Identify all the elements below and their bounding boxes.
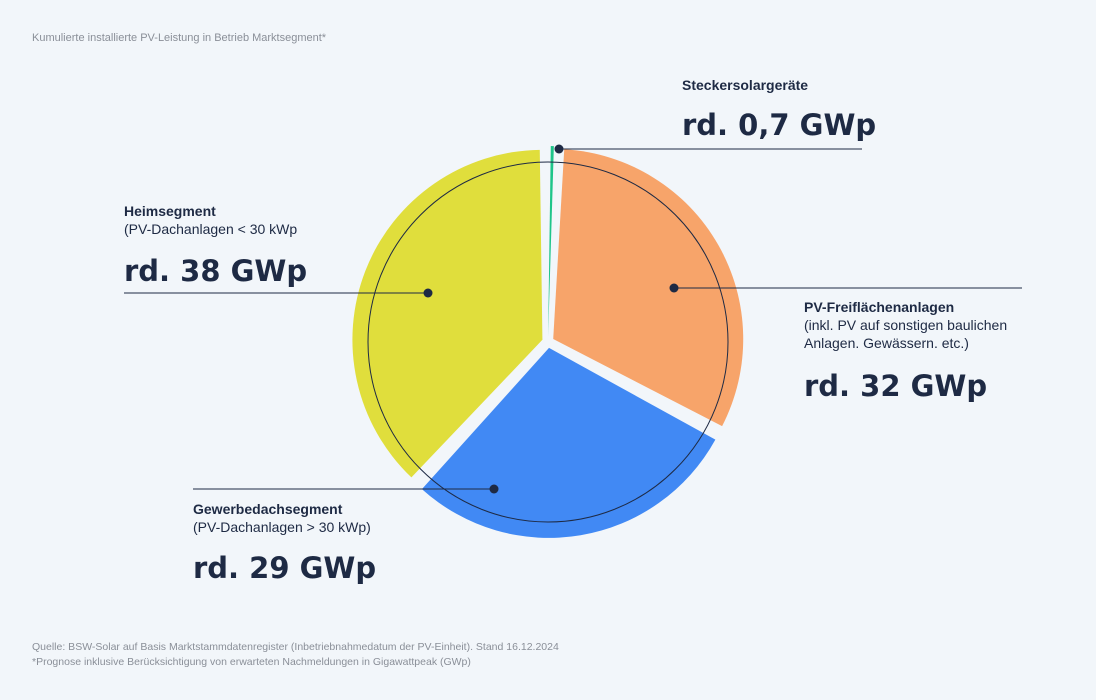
- label-gewerbe: Gewerbedachsegment (PV-Dachanlagen > 30 k…: [193, 484, 499, 585]
- footnote: *Prognose inklusive Berücksichtigung von…: [32, 656, 471, 668]
- slice-value-label: rd. 0,7 GWp: [682, 108, 876, 142]
- slice-value-label: rd. 32 GWp: [804, 369, 987, 403]
- leader-dot: [489, 484, 499, 494]
- pie-slices: [352, 146, 744, 538]
- slice-title: Gewerbedachsegment: [193, 501, 343, 517]
- label-freiflaeche: PV-Freiflächenanlagen (inkl. PV auf sonst…: [669, 283, 1022, 403]
- slice-value-label: rd. 38 GWp: [124, 254, 307, 288]
- slice-title: PV-Freiflächenanlagen: [804, 299, 954, 315]
- reference-circle: [367, 161, 729, 523]
- slice-title: Heimsegment: [124, 203, 216, 219]
- label-heim: Heimsegment (PV-Dachanlagen < 30 kWp rd. 3…: [124, 203, 433, 298]
- pie-slice-steckersolar: [548, 146, 554, 337]
- slice-title: Steckersolargeräte: [682, 77, 808, 93]
- footer: Quelle: BSW-Solar auf Basis Marktstammda…: [32, 640, 559, 670]
- leader-dot: [423, 288, 433, 298]
- slice-subtitle: Anlagen. Gewässern. etc.): [804, 335, 969, 351]
- label-steckersolar: Steckersolargeräte rd. 0,7 GWp: [554, 77, 876, 154]
- chart-subtitle: Kumulierte installierte PV-Leistung in B…: [32, 32, 327, 44]
- slice-value-label: rd. 29 GWp: [193, 551, 376, 585]
- leader-dot: [669, 283, 679, 293]
- leader-dot: [554, 144, 564, 154]
- pie-slice-heim: [352, 149, 543, 478]
- slice-subtitle: (inkl. PV auf sonstigen baulichen: [804, 317, 1007, 333]
- slice-subtitle: (PV-Dachanlagen > 30 kWp): [193, 519, 371, 535]
- pie-slice-freiflaeche: [553, 149, 744, 427]
- source-note: Quelle: BSW-Solar auf Basis Marktstammda…: [32, 641, 559, 653]
- slice-subtitle: (PV-Dachanlagen < 30 kWp: [124, 221, 297, 237]
